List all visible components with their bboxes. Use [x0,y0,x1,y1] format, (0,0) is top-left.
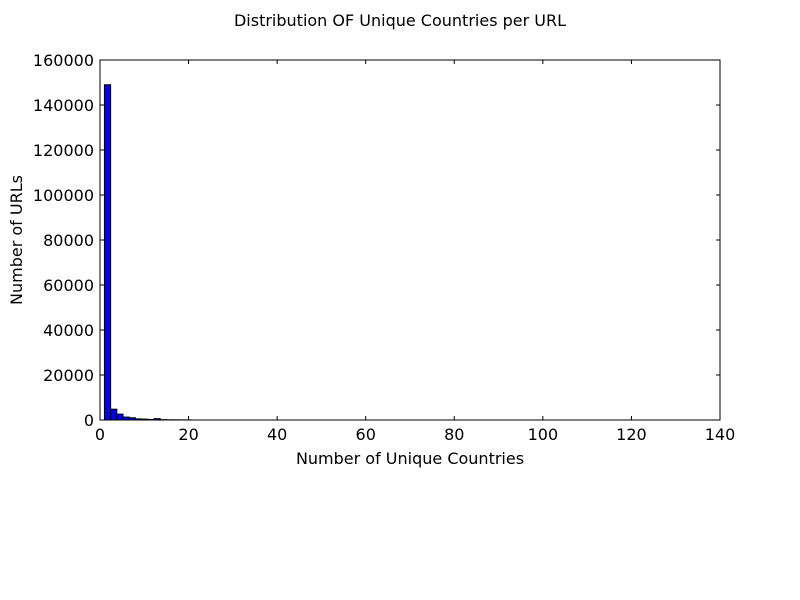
histogram-bar-1 [110,408,118,421]
x-tick-label-2: 40 [267,425,287,444]
plot-frame [99,59,721,421]
x-tick-label-1: 20 [178,425,198,444]
x-tick-label-3: 60 [356,425,376,444]
x-tick-label-6: 120 [616,425,647,444]
x-axis-label: Number of Unique Countries [296,449,524,468]
y-tick-label-6: 120000 [33,141,94,160]
y-tick-label-1: 20000 [43,366,94,385]
x-tick-label-0: 0 [95,425,105,444]
y-tick-label-3: 60000 [43,276,94,295]
y-tick-label-5: 100000 [33,186,94,205]
y-tick-label-8: 160000 [33,51,94,70]
chart-title: Distribution OF Unique Countries per URL [234,11,566,30]
y-tick-label-2: 40000 [43,321,94,340]
ticks-group: 0 20 40 60 80 100 120 140 0 20000 40000 60000 80000 1… [33,51,735,444]
x-tick-label-4: 80 [444,425,464,444]
y-tick-label-4: 80000 [43,231,94,250]
y-axis-label: Number of URLs [7,175,26,305]
plot-area [100,60,720,420]
x-tick-label-5: 100 [528,425,559,444]
histogram-bar-0 [103,84,112,421]
x-tick-label-7: 140 [705,425,736,444]
y-tick-label-0: 0 [84,411,94,430]
y-tick-label-7: 140000 [33,96,94,115]
histogram-bar-2 [116,413,124,421]
